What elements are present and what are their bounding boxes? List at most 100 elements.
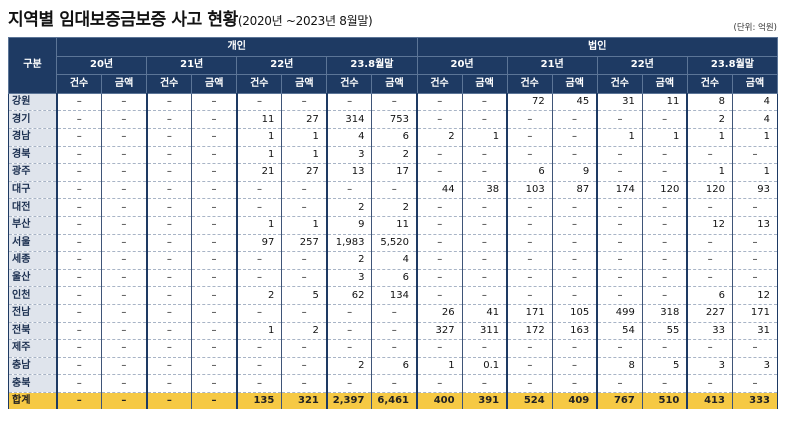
amount-cell: – [281,357,327,376]
amount-cell: 4 [371,251,417,270]
header-metric-amount: 금액 [371,74,418,94]
region-cell: 충남 [8,357,57,376]
count-cell: – [145,286,192,305]
count-cell: 26 [415,304,463,323]
amount-cell: – [551,146,598,165]
count-cell: – [55,269,102,288]
amount-cell: 6 [371,269,417,288]
count-cell: 2 [415,128,463,147]
header-category: 구분 [8,37,57,94]
count-cell: 2 [235,286,282,305]
amount-cell: – [371,304,417,323]
count-cell: 62 [325,286,372,305]
count-cell: – [686,234,733,253]
table-row: 세종 – – – – – –2 4– – – – – – – – [8,251,779,270]
amount-cell: 6,461 [371,392,417,410]
count-cell: – [145,163,192,182]
table-row: 강원 – – – – – – – – – –72 45 31 11 8 4 [8,93,779,112]
header-metric-count: 건수 [686,74,733,94]
amount-cell: – [281,181,327,200]
amount-cell: – [101,322,147,341]
count-cell: – [506,286,553,305]
amount-cell: 5,520 [371,234,417,253]
count-cell: – [55,234,102,253]
amount-cell: 1 [461,128,508,147]
count-cell: – [325,322,372,341]
count-cell: 54 [596,322,643,341]
header-period: 22년 [236,55,328,76]
total-row: 합계 – – – –135 321 2,397 6,461 400 391 524 409 767 510… [8,392,779,410]
amount-cell: 171 [731,304,779,323]
count-cell: – [235,357,282,376]
count-cell: – [415,216,463,235]
count-cell: 1 [596,128,643,147]
amount-cell: – [101,357,147,376]
count-cell: – [55,163,102,182]
count-cell: 103 [506,181,553,200]
amount-cell: – [191,286,237,305]
amount-cell: – [371,374,417,393]
header-period: 20년 [55,55,148,76]
header-period: 23.8월말 [686,55,779,76]
amount-cell: – [371,181,417,200]
amount-cell: – [731,234,779,253]
amount-cell: 318 [641,304,688,323]
amount-cell: 4 [731,110,779,129]
table-row: 충북 – – – – – – – – – – – – – – – – [8,374,779,393]
count-cell: – [415,286,463,305]
amount-cell: – [461,110,508,129]
amount-cell: – [641,251,688,270]
amount-cell: – [551,251,598,270]
header-period: 20년 [416,55,508,76]
amount-cell: – [101,163,147,182]
amount-cell: – [461,234,508,253]
amount-cell: – [641,163,688,182]
count-cell: 767 [596,392,643,410]
count-cell: 11 [235,110,282,129]
amount-cell: – [461,198,508,217]
amount-cell: – [191,251,237,270]
count-cell: – [55,357,102,376]
count-cell: 9 [325,216,372,235]
amount-cell: 1 [281,146,327,165]
amount-cell: – [191,322,237,341]
count-cell: 227 [686,304,733,323]
amount-cell: – [191,181,237,200]
count-cell: 8 [686,93,733,112]
count-cell: – [55,181,102,200]
region-cell: 경기 [8,110,57,129]
count-cell: 135 [235,392,282,410]
count-cell: – [55,339,102,358]
count-cell: 33 [686,322,733,341]
amount-cell: – [731,374,779,393]
total-label: 합계 [8,392,57,410]
title-row: 지역별 임대보증금보증 사고 현황(2020년 ~2023년 8월말) (단위:… [0,0,787,37]
amount-cell: – [551,357,598,376]
amount-cell: – [101,234,147,253]
count-cell: – [596,110,643,129]
count-cell: – [325,374,372,393]
count-cell: 6 [506,163,553,182]
header-metric-count: 건수 [596,74,643,94]
header-metric-row: 건수 금액 건수 금액 건수 금액 건수 금액 건수 금액 건수 금액 건수 금액 건수 금액 [9,74,779,94]
count-cell: – [145,339,192,358]
amount-cell: – [191,216,237,235]
amount-cell: – [101,110,147,129]
amount-cell: – [641,110,688,129]
table-row: 서울 – – – –97 257 1,983 5,520– – – – – – – – [8,234,779,253]
amount-cell: – [281,198,327,217]
count-cell: – [415,93,463,112]
amount-cell: – [461,163,508,182]
count-cell: 97 [235,234,282,253]
count-cell: 3 [686,357,733,376]
count-cell: – [235,198,282,217]
count-cell: – [506,374,553,393]
header-metric-amount: 금액 [731,74,779,94]
amount-cell: 311 [461,322,508,341]
region-cell: 세종 [8,251,57,270]
count-cell: – [596,146,643,165]
amount-cell: – [641,146,688,165]
amount-cell: 2 [371,146,417,165]
table-row: 인천 – – – –2 5 62 134– – – – – –6 12 [8,286,779,305]
amount-cell: 9 [551,163,598,182]
